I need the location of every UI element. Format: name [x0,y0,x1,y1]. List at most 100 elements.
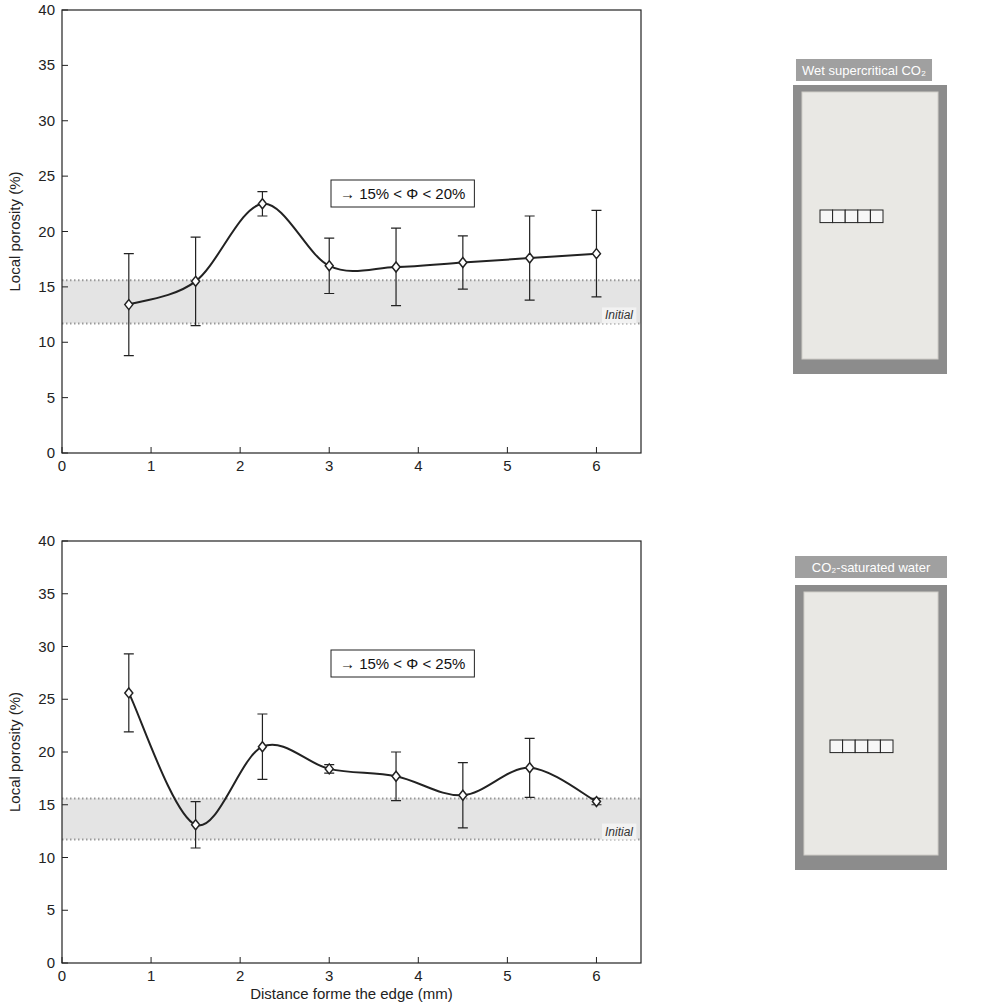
marker [392,262,400,272]
line [129,204,597,305]
y-tick [62,342,68,343]
error-bar [591,210,601,296]
marker [125,688,133,698]
error-bar [391,752,401,801]
y-tick [62,397,68,398]
x-axis-label: Distance forme the edge (mm) [250,985,453,1002]
marker [258,199,266,209]
x-tick-label: 5 [503,457,511,474]
y-tick-label: 10 [38,849,55,866]
error-bar [191,237,201,326]
photo [795,585,947,870]
y-tick-label: 5 [47,389,55,406]
error-bar [257,192,267,216]
marker [592,797,600,807]
x-tick [240,957,241,963]
photo-label-bg [795,556,947,578]
annotation-box [331,180,474,207]
y-tick-label: 5 [47,901,55,918]
sampling-cell [833,210,846,223]
y-tick [62,804,68,805]
y-tick [62,857,68,858]
sampling-cell [820,210,833,223]
y-tick-label: 0 [47,444,55,461]
error-bar [124,654,134,732]
band-label-bg [602,307,636,323]
x-tick [418,447,419,453]
x-tick [596,447,597,453]
y-tick-label: 15 [38,278,55,295]
error-bar [458,763,468,828]
x-tick [507,447,508,453]
y-axis-label: Local porosity (%) [6,171,23,291]
x-tick [151,957,152,963]
plot-area [62,654,641,848]
y-tick [62,10,68,11]
y-tick [62,646,68,647]
marker [459,258,467,268]
y-tick [62,231,68,232]
x-tick-label: 2 [236,457,244,474]
frame [62,541,641,963]
marker [258,742,266,752]
plot-area [62,192,641,356]
band-label: Initial [605,308,633,322]
x-tick [151,447,152,453]
y-tick-label: 20 [38,223,55,240]
sampling-cell [870,210,883,223]
band-label: Initial [605,825,633,839]
sampling-cell [880,740,893,753]
frame [62,10,641,453]
error-bar [525,738,535,797]
sampling-cell [868,740,881,753]
photo-label: CO₂-saturated water [812,560,931,575]
error-bar [124,254,134,356]
y-tick-label: 0 [47,954,55,971]
y-tick-label: 15 [38,796,55,813]
x-tick-label: 0 [58,457,66,474]
sampling-cell [855,740,868,753]
error-bar [324,238,334,293]
band-edge [62,322,641,324]
x-tick [62,957,63,963]
marker [325,261,333,271]
marker [192,820,200,830]
band-label-bg [602,824,636,840]
marker [592,249,600,259]
y-tick-label: 40 [38,532,55,549]
error-bar [257,714,267,779]
y-tick [62,593,68,594]
photo-label: Wet supercritical CO₂ [802,63,926,78]
x-tick-label: 3 [325,967,333,984]
x-tick-label: 6 [592,967,600,984]
annotation: → 15% < Φ < 25% [340,655,465,672]
y-tick-label: 35 [38,56,55,73]
y-tick [62,963,68,964]
photo-label-bg [796,59,932,81]
x-tick [240,447,241,453]
band-edge [62,839,641,841]
sampling-cell [858,210,871,223]
x-tick [62,447,63,453]
marker [459,790,467,800]
sampling-cell [843,740,856,753]
x-tick-label: 1 [147,967,155,984]
figure: Initial05101520253035400123456Local poro… [0,0,985,1005]
y-tick [62,286,68,287]
photo [793,85,947,374]
line [129,693,597,826]
sampling-cell [845,210,858,223]
y-tick-label: 10 [38,333,55,350]
y-tick [62,541,68,542]
x-tick [507,957,508,963]
y-tick-label: 30 [38,112,55,129]
marker [392,771,400,781]
initial-band [62,798,641,839]
y-tick-label: 25 [38,690,55,707]
marker [325,764,333,774]
y-tick [62,910,68,911]
x-tick [596,957,597,963]
x-tick [418,957,419,963]
x-tick-label: 1 [147,457,155,474]
y-tick [62,699,68,700]
